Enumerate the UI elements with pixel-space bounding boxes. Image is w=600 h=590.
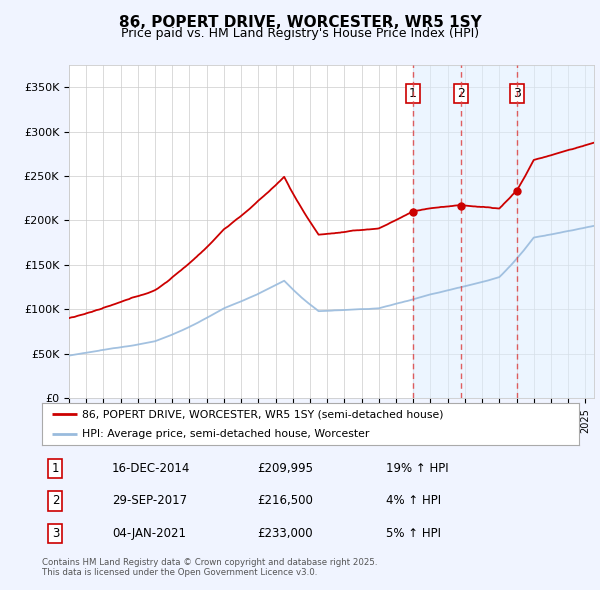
Text: 2: 2 — [457, 87, 464, 100]
Text: 29-SEP-2017: 29-SEP-2017 — [112, 494, 187, 507]
Text: HPI: Average price, semi-detached house, Worcester: HPI: Average price, semi-detached house,… — [82, 429, 370, 439]
Text: 4% ↑ HPI: 4% ↑ HPI — [386, 494, 441, 507]
Text: Price paid vs. HM Land Registry's House Price Index (HPI): Price paid vs. HM Land Registry's House … — [121, 27, 479, 40]
Text: £209,995: £209,995 — [257, 462, 313, 475]
Text: £216,500: £216,500 — [257, 494, 313, 507]
Text: 86, POPERT DRIVE, WORCESTER, WR5 1SY (semi-detached house): 86, POPERT DRIVE, WORCESTER, WR5 1SY (se… — [82, 409, 444, 419]
Text: 1: 1 — [52, 462, 59, 475]
Text: 04-JAN-2021: 04-JAN-2021 — [112, 527, 186, 540]
Text: 2: 2 — [52, 494, 59, 507]
Text: Contains HM Land Registry data © Crown copyright and database right 2025.
This d: Contains HM Land Registry data © Crown c… — [42, 558, 377, 577]
Text: 19% ↑ HPI: 19% ↑ HPI — [386, 462, 448, 475]
Text: £233,000: £233,000 — [257, 527, 313, 540]
Bar — [413, 65, 600, 398]
Text: 1: 1 — [409, 87, 416, 100]
Text: 3: 3 — [513, 87, 521, 100]
Text: 5% ↑ HPI: 5% ↑ HPI — [386, 527, 440, 540]
Text: 16-DEC-2014: 16-DEC-2014 — [112, 462, 190, 475]
Text: 86, POPERT DRIVE, WORCESTER, WR5 1SY: 86, POPERT DRIVE, WORCESTER, WR5 1SY — [119, 15, 481, 30]
Text: 3: 3 — [52, 527, 59, 540]
